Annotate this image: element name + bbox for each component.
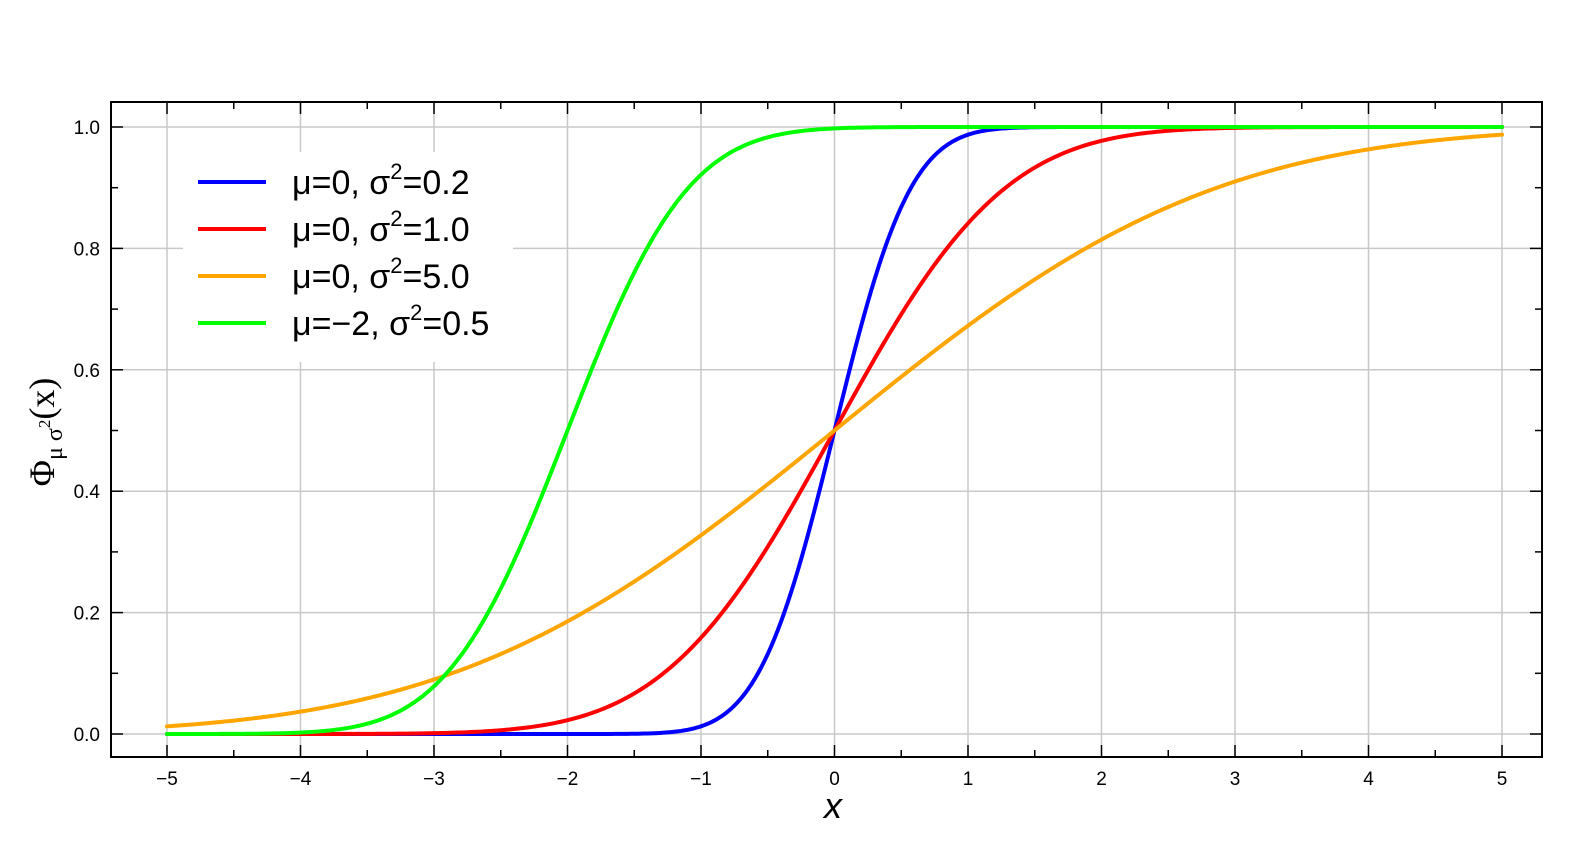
y-label-sub-sigma: σ [42, 428, 68, 441]
legend-background [183, 152, 513, 362]
y-label-arg: (x) [22, 378, 62, 420]
legend-label-1-sup: 2 [390, 206, 402, 231]
y-tick-labels: 0.0 0.2 0.4 0.6 0.8 1.0 [74, 118, 101, 746]
plot-frame [110, 101, 1543, 758]
x-tick-labels: −5 −4 −3 −2 −1 0 1 2 3 4 5 [156, 769, 1507, 790]
y-tick-label-2: 0.4 [74, 482, 101, 503]
legend-label-2-value: =5.0 [402, 258, 469, 296]
y-axis-label: Φμσ2(x) [22, 378, 68, 487]
x-tick-label-2: −3 [423, 769, 445, 790]
legend-label-0: μ=0, σ2=0.2 [292, 159, 470, 202]
x-tick-label-3: −2 [557, 769, 579, 790]
y-label-sub-mu: μ [42, 447, 68, 460]
y-tick-label-1: 0.2 [74, 604, 100, 625]
legend: μ=0, σ2=0.2μ=0, σ2=1.0μ=0, σ2=5.0μ=−2, σ… [183, 152, 513, 362]
x-tick-label-5: 0 [829, 769, 840, 790]
legend-label-0-value: =0.2 [402, 164, 469, 202]
legend-label-0-sup: 2 [390, 159, 402, 184]
legend-label-3: μ=−2, σ2=0.5 [292, 300, 489, 343]
legend-label-3-value: =0.5 [422, 305, 489, 343]
legend-label-1-main: μ=0, σ [292, 211, 390, 249]
legend-label-2-sup: 2 [390, 253, 402, 278]
x-tick-label-7: 2 [1096, 769, 1107, 790]
legend-label-2: μ=0, σ2=5.0 [292, 253, 470, 296]
x-tick-label-6: 1 [963, 769, 974, 790]
series-lines [165, 125, 1504, 736]
y-tick-label-4: 0.8 [74, 239, 100, 260]
x-axis-label: x [822, 785, 844, 826]
series-line-2 [165, 132, 1504, 729]
legend-label-3-main: μ=−2, σ [292, 305, 410, 343]
legend-label-0-main: μ=0, σ [292, 164, 390, 202]
x-tick-label-0: −5 [156, 769, 178, 790]
x-tick-label-4: −1 [690, 769, 712, 790]
x-tick-label-1: −4 [290, 769, 312, 790]
legend-label-3-sup: 2 [410, 300, 422, 325]
x-tick-label-8: 3 [1230, 769, 1241, 790]
y-tick-label-3: 0.6 [74, 361, 100, 382]
legend-label-1-value: =1.0 [402, 211, 469, 249]
y-tick-label-5: 1.0 [74, 118, 100, 139]
axis-ticks [111, 102, 1542, 757]
legend-label-1: μ=0, σ2=1.0 [292, 206, 470, 249]
x-tick-label-9: 4 [1363, 769, 1374, 790]
x-tick-label-10: 5 [1497, 769, 1508, 790]
plot-border [110, 101, 1543, 758]
legend-label-2-main: μ=0, σ [292, 258, 390, 296]
y-label-base: Φ [22, 460, 62, 486]
series-line-3 [165, 125, 1504, 736]
y-tick-label-0: 0.0 [74, 725, 100, 746]
y-label-sub-sup: 2 [35, 420, 54, 429]
